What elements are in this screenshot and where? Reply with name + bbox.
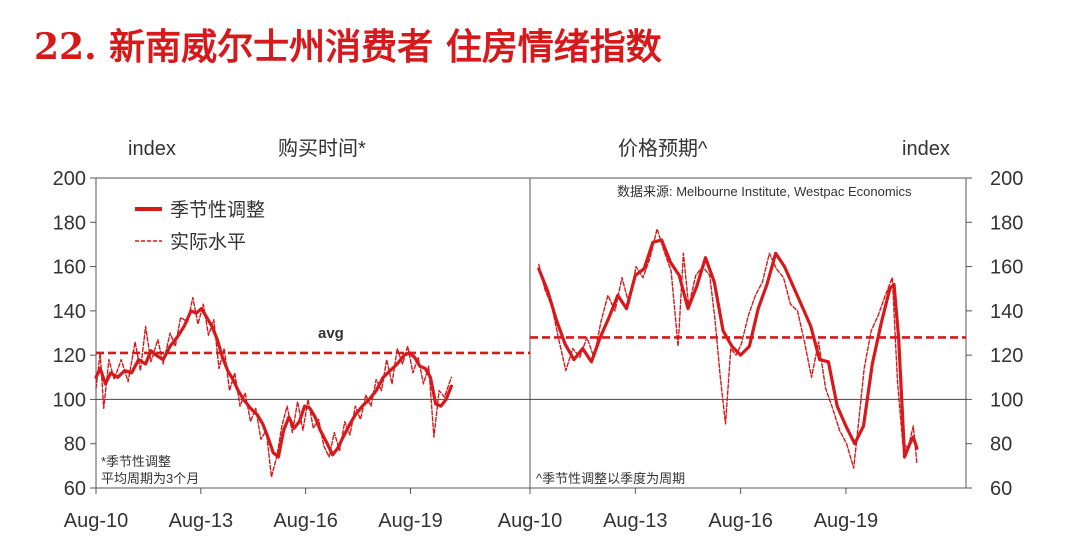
ytick-label-right: 60 [990, 478, 1012, 500]
ytick-label-left: 200 [53, 168, 86, 190]
ytick-label-right: 120 [990, 345, 1023, 367]
ytick-label-right: 160 [990, 257, 1023, 279]
xtick-label: Aug-16 [708, 510, 773, 532]
left-panel-title: 购买时间* [278, 137, 366, 160]
left-footnote-1: *季节性调整 [101, 454, 171, 469]
ytick-label-right: 180 [990, 212, 1023, 234]
ytick-label-right: 100 [990, 389, 1023, 411]
ytick-label-left: 140 [53, 301, 86, 323]
xtick-label: Aug-10 [64, 510, 129, 532]
right-footnote: ^季节性调整以季度为周期 [536, 471, 685, 486]
ytick-label-right: 200 [990, 168, 1023, 190]
ytick-label-left: 60 [64, 478, 86, 500]
series-line-seasonally-adjusted [537, 238, 919, 459]
xtick-label: Aug-16 [273, 510, 338, 532]
ytick-label-right: 80 [990, 434, 1012, 456]
xtick-label: Aug-10 [498, 510, 563, 532]
chart-ticks: 60 60 80 80 100 100 120 120 140 140 160 160 180 180 20… [53, 168, 1024, 532]
series-line-actual [95, 296, 453, 478]
left-ylabel: index [128, 138, 176, 160]
legend-actual-label: 实际水平 [170, 231, 246, 253]
ytick-label-left: 160 [53, 257, 86, 279]
legend-sa-label: 季节性调整 [170, 199, 265, 221]
right-ylabel: index [902, 138, 950, 160]
ytick-label-left: 100 [53, 389, 86, 411]
ytick-label-right: 140 [990, 301, 1023, 323]
xtick-label: Aug-19 [814, 510, 879, 532]
right-panel-title: 价格预期^ [618, 137, 708, 160]
series-line-actual [538, 228, 918, 469]
page-title: 22. 新南威尔士州消费者 住房情绪指数 [34, 26, 662, 68]
plot-frame [95, 177, 967, 489]
avg-label: avg [318, 325, 344, 342]
series-line-seasonally-adjusted [94, 307, 453, 459]
ytick-label-left: 80 [64, 434, 86, 456]
source-note: 数据来源: Melbourne Institute, Westpac Econo… [617, 184, 912, 199]
left-footnote-2: 平均周期为3个月 [101, 471, 199, 486]
xtick-label: Aug-13 [169, 510, 234, 532]
xtick-label: Aug-19 [378, 510, 443, 532]
ytick-label-left: 180 [53, 212, 86, 234]
xtick-label: Aug-13 [603, 510, 668, 532]
chart-frame [95, 177, 967, 489]
chart-series [94, 228, 919, 478]
ytick-label-left: 120 [53, 345, 86, 367]
